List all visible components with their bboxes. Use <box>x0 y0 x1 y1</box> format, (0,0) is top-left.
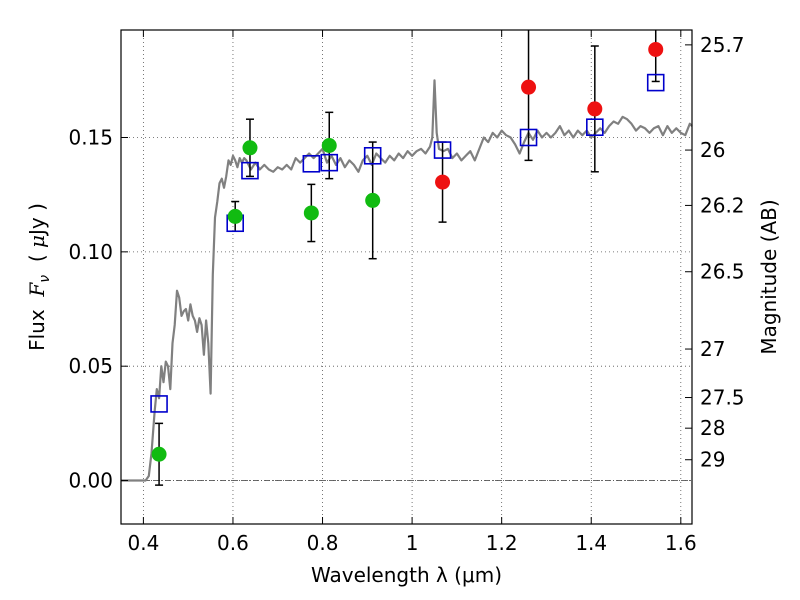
green-data-point <box>151 446 167 462</box>
model-box-marker <box>150 395 168 413</box>
x-tick-label: 1.2 <box>486 531 518 555</box>
right-tick-label: 27 <box>700 337 725 361</box>
plot-frame <box>120 29 693 525</box>
model-box-marker <box>363 146 382 165</box>
right-tick-label: 28 <box>700 416 725 440</box>
error-bars <box>155 30 660 486</box>
y-label-symbol-nu: ν <box>37 275 53 283</box>
y-label-part-1: Flux <box>25 297 49 351</box>
red-data-point <box>435 174 451 190</box>
model-box-marker <box>241 161 259 180</box>
model-box-marker <box>302 154 321 173</box>
y-tick-label: 0.05 <box>68 354 113 378</box>
right-tick-label: 26 <box>700 138 725 162</box>
y-tick-label: 0.00 <box>68 469 113 493</box>
x-tick-label: 0.4 <box>127 531 159 555</box>
right-tick-label: 29 <box>700 448 725 472</box>
model-box-marker <box>433 141 452 159</box>
model-box-marker <box>519 128 538 147</box>
y-tick-label: 0.10 <box>68 240 113 264</box>
green-data-point <box>321 137 337 153</box>
green-data-point <box>303 205 319 221</box>
right-tick-label: 25.7 <box>700 33 745 57</box>
green-data-point <box>227 208 243 224</box>
x-tick-label: 1.4 <box>575 531 607 555</box>
sed-line-path <box>121 79 693 482</box>
model-box-marker <box>586 118 604 136</box>
x-tick-label: 1.6 <box>665 531 697 555</box>
model-photometry-boxes <box>150 73 665 413</box>
x-tick-label: 0.6 <box>217 531 249 555</box>
y-label-part-3: Jy ) <box>25 203 49 237</box>
model-box-marker <box>320 153 339 172</box>
y-tick-label: 0.15 <box>68 125 113 149</box>
red-data-point <box>587 101 603 117</box>
model-box-marker <box>646 73 665 92</box>
right-tick-label: 26.5 <box>700 260 745 284</box>
x-tick-label: 0.8 <box>307 531 339 555</box>
grid-lines <box>121 30 692 524</box>
sed-model-curve <box>121 79 693 482</box>
right-tick-label: 26.2 <box>700 193 745 217</box>
right-axis-label: Magnitude (AB) <box>757 199 781 354</box>
red-data-point <box>648 41 664 57</box>
right-tick-label: 27.5 <box>700 386 745 410</box>
green-data-point <box>242 140 258 156</box>
y-label-part-2: ( <box>25 248 49 275</box>
y-label-symbol-f: F <box>25 282 49 298</box>
y-axis-label: Flux Fν ( μJy ) <box>25 203 53 351</box>
x-tick-label: 1 <box>406 531 419 555</box>
green-data-point <box>365 192 381 208</box>
observed-photometry-points <box>151 41 664 462</box>
red-data-point <box>521 79 537 95</box>
axis-ticks: 0.4 0.6 0.8 1 1.2 1.4 1.6 0.00 0.05 0.10 0.15 25.7 2… <box>68 30 745 555</box>
y-label-symbol-mu: μ <box>25 235 49 248</box>
x-axis-label: Wavelength λ (μm) <box>311 563 502 587</box>
